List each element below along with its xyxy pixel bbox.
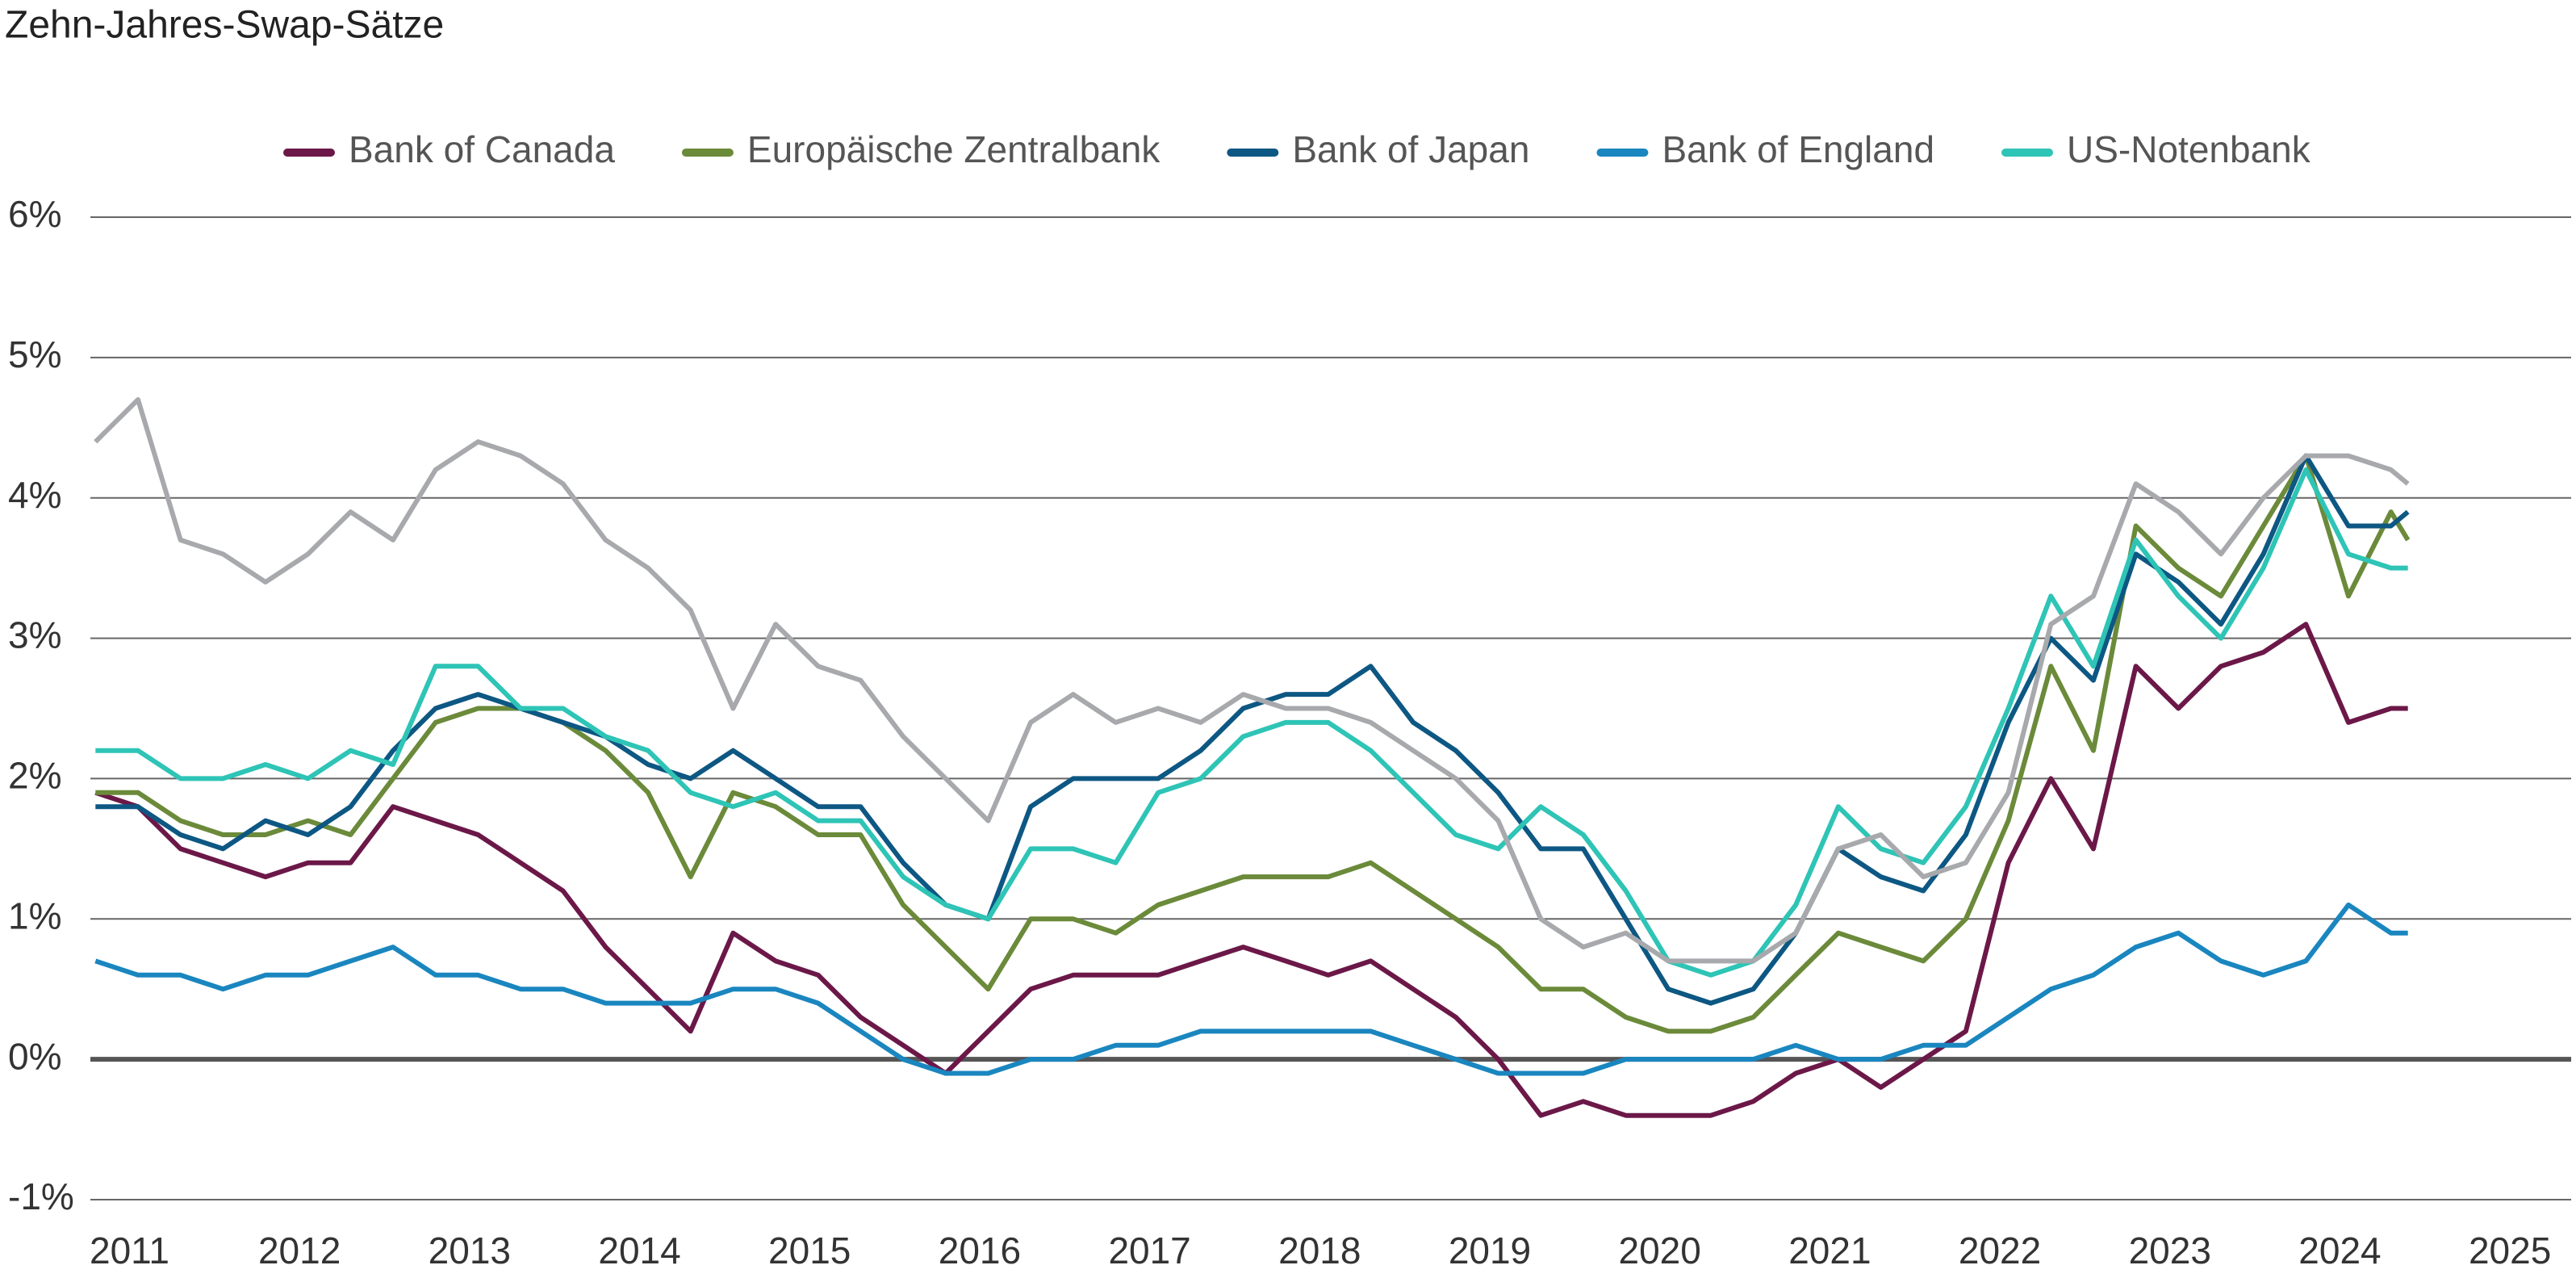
y-tick-label: 6% <box>8 193 61 235</box>
x-tick-label: 2019 <box>1449 1230 1531 1272</box>
legend-label: Bank of Japan <box>1292 128 1529 170</box>
series-line <box>94 397 2410 964</box>
chart-title: Zehn-Jahres-Swap-Sätze <box>5 4 444 47</box>
series-line <box>94 902 2408 1076</box>
x-tick-label: 2021 <box>1788 1230 1871 1272</box>
legend-label: Europäische Zentralbank <box>747 128 1160 170</box>
series-line <box>95 467 2408 978</box>
series-line <box>95 453 2410 1006</box>
y-tick-label: -1% <box>8 1175 74 1217</box>
x-tick-label: 2016 <box>939 1230 1021 1272</box>
x-tick-label: 2024 <box>2298 1230 2381 1272</box>
legend-label: Bank of Canada <box>349 128 615 170</box>
y-tick-label: 1% <box>8 894 61 936</box>
x-tick-label: 2020 <box>1619 1230 1701 1272</box>
x-tick-label: 2011 <box>90 1230 169 1272</box>
y-tick-label: 5% <box>8 333 61 375</box>
x-tick-label: 2014 <box>598 1230 680 1272</box>
x-tick-label: 2023 <box>2129 1230 2211 1272</box>
x-tick-label: 2025 <box>2469 1230 2551 1272</box>
y-tick-label: 3% <box>8 614 61 656</box>
x-tick-label: 2012 <box>258 1230 341 1272</box>
series-line <box>94 622 2408 1118</box>
x-tick-label: 2022 <box>1959 1230 2041 1272</box>
legend-label: US-Notenbank <box>2067 128 2311 170</box>
y-tick-label: 2% <box>8 755 61 797</box>
series-line <box>95 453 2411 1034</box>
y-tick-label: 4% <box>8 474 61 516</box>
x-tick-label: 2018 <box>1278 1230 1361 1272</box>
x-tick-label: 2013 <box>429 1230 511 1272</box>
y-tick-label: 0% <box>8 1035 61 1077</box>
x-tick-label: 2017 <box>1108 1230 1190 1272</box>
x-tick-label: 2015 <box>768 1230 851 1272</box>
legend-label: Bank of England <box>1662 128 1934 170</box>
